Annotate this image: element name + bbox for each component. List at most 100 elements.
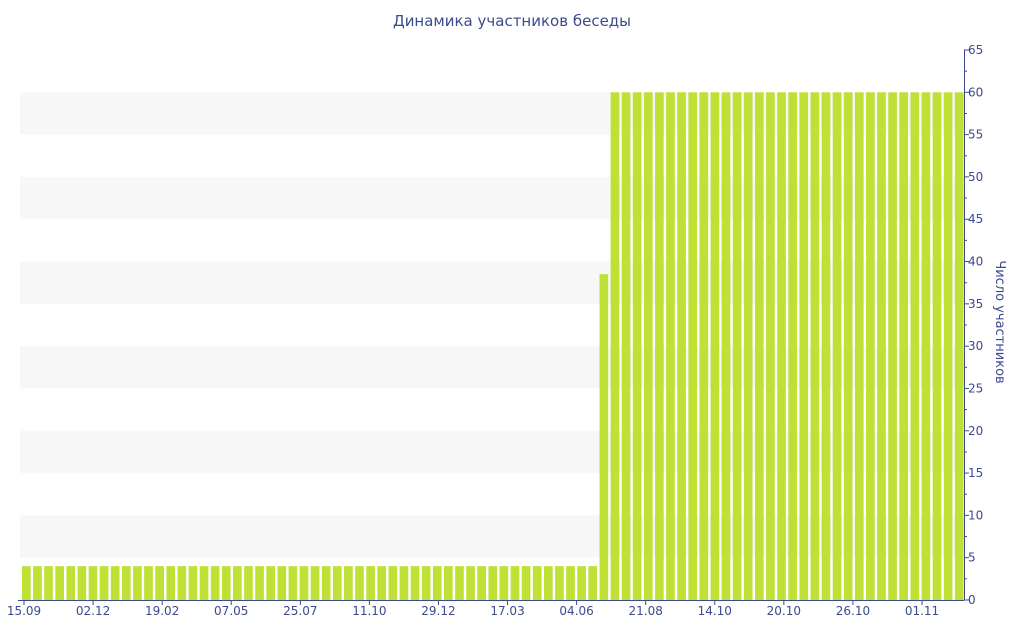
bar (866, 92, 875, 600)
bar (399, 566, 409, 600)
x-tick-label: 07.05 (214, 604, 248, 618)
bar (943, 92, 953, 600)
bar (455, 566, 464, 600)
bar (877, 92, 886, 600)
bar (499, 566, 509, 600)
x-tick-label: 11.10 (352, 604, 386, 618)
y-tick-label: 30 (968, 339, 983, 353)
bar (421, 566, 431, 600)
bar (210, 566, 220, 600)
bar (310, 566, 320, 600)
bar (477, 566, 486, 600)
bar (244, 566, 253, 600)
x-tick-label: 15.09 (7, 604, 41, 618)
bar (677, 92, 686, 600)
x-tick-label: 14.10 (698, 604, 732, 618)
bar (766, 92, 775, 600)
y-tick-label: 10 (968, 508, 983, 522)
x-tick-label: 26.10 (836, 604, 870, 618)
bar (743, 92, 753, 600)
x-tick-label: 01.11 (905, 604, 939, 618)
bar (144, 566, 153, 600)
bar (233, 566, 242, 600)
bar (44, 566, 53, 600)
bar (843, 92, 853, 600)
x-tick-label: 02.12 (76, 604, 110, 618)
x-tick-label: 21.08 (629, 604, 663, 618)
x-tick-label: 25.07 (283, 604, 317, 618)
x-axis: 15.09 02.12 19.02 07.05 25.07 11.10 29.12 17.03… (7, 600, 964, 618)
bar (110, 566, 120, 600)
bar (410, 566, 420, 600)
bar (388, 566, 398, 600)
bar (344, 566, 353, 600)
bar (810, 92, 820, 600)
bar (643, 92, 653, 600)
bar (688, 92, 698, 600)
bar (588, 566, 598, 600)
bar (521, 566, 531, 600)
bar (432, 566, 442, 600)
bar (66, 566, 76, 600)
bar (710, 92, 720, 600)
y-tick-label: 35 (968, 297, 983, 311)
y-tick-label: 25 (968, 381, 983, 395)
bar (899, 92, 909, 600)
bar (266, 566, 275, 600)
bar (121, 566, 131, 600)
bar (655, 92, 664, 600)
bar (566, 566, 575, 600)
bar (932, 92, 942, 600)
bar (699, 92, 709, 600)
bar (332, 566, 342, 600)
bar (277, 566, 287, 600)
bar (166, 566, 176, 600)
bar (177, 566, 187, 600)
bar (821, 92, 831, 600)
bar (221, 566, 231, 600)
bar (543, 566, 553, 600)
bar (621, 92, 631, 600)
bar (188, 566, 198, 600)
y-tick-label: 5 (968, 551, 976, 565)
bar (555, 566, 564, 600)
bar (133, 566, 142, 600)
bar (777, 92, 786, 600)
bar (788, 92, 797, 600)
bar (22, 566, 31, 600)
y-tick-label: 60 (968, 85, 983, 99)
bar (577, 566, 586, 600)
bar (155, 566, 164, 600)
bar (77, 566, 87, 600)
x-tick-label: 29.12 (421, 604, 455, 618)
bar (321, 566, 331, 600)
y-tick-label: 40 (968, 255, 983, 269)
bar (954, 92, 964, 600)
bar (199, 566, 209, 600)
bar (99, 566, 109, 600)
y-axis-title: Число участников (992, 260, 1007, 383)
bars (22, 92, 964, 600)
y-tick-label: 20 (968, 424, 983, 438)
x-tick-label: 19.02 (145, 604, 179, 618)
y-tick-label: 45 (968, 212, 983, 226)
bar (88, 566, 98, 600)
bar (666, 92, 675, 600)
y-tick-label: 50 (968, 170, 983, 184)
bar (510, 566, 520, 600)
y-axis: 0 5 10 15 20 25 30 35 40 45 50 55 60 65 (964, 43, 983, 607)
bar (488, 566, 498, 600)
bar (721, 92, 731, 600)
bar (255, 566, 264, 600)
y-tick-label: 15 (968, 466, 983, 480)
bar (632, 92, 642, 600)
bar (466, 566, 475, 600)
bar (888, 92, 897, 600)
x-tick-label: 20.10 (767, 604, 801, 618)
bar (610, 92, 620, 600)
bar (921, 92, 931, 600)
bar (355, 566, 364, 600)
chart-title: Динамика участников беседы (392, 12, 632, 30)
x-tick-label: 04.06 (559, 604, 593, 618)
